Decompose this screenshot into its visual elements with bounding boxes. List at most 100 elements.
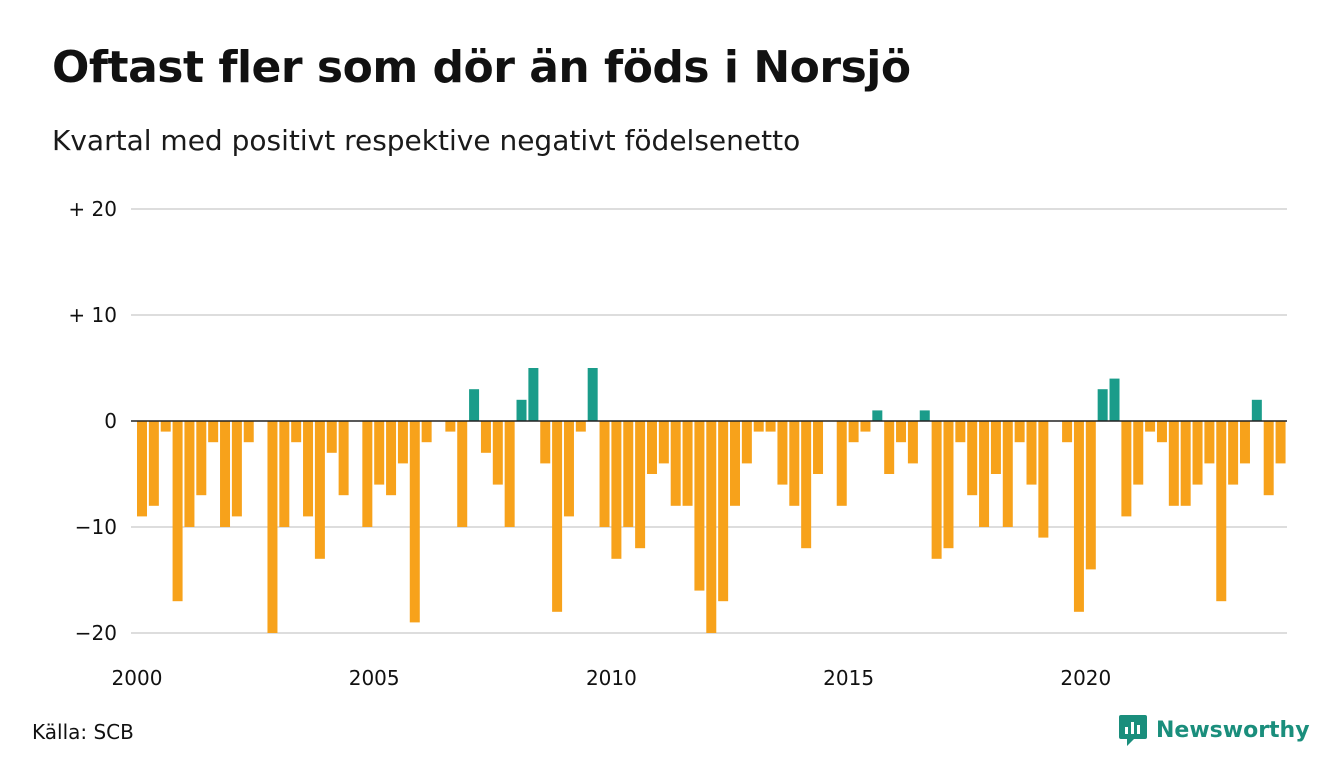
y-axis-labels: + 20 + 10 0 −10 −20 (68, 197, 117, 645)
bar-q51 (730, 421, 740, 506)
bar-q83 (1109, 378, 1120, 421)
bar-q57 (801, 421, 812, 549)
x-tick-label: 2000 (112, 666, 163, 690)
bar-q29 (469, 389, 480, 421)
brand-name: Newsworthy (1156, 717, 1310, 743)
bar-q28 (457, 421, 468, 527)
bar-q56 (789, 421, 800, 506)
bar-q27 (445, 421, 456, 432)
bar-q96 (1263, 421, 1274, 496)
bar-q74 (1002, 421, 1013, 527)
bar-q36 (552, 421, 563, 612)
bar-q6 (196, 421, 207, 496)
bar-q23 (397, 421, 408, 464)
bar-q42 (623, 421, 634, 527)
bar-q88 (1168, 421, 1179, 506)
bar-q17 (326, 421, 337, 453)
source-note: Källa: SCB (32, 720, 134, 744)
bar-q89 (1180, 421, 1191, 506)
bar-q90 (1192, 421, 1203, 485)
bar-q82 (1097, 389, 1108, 421)
bar-q33 (516, 399, 527, 421)
bar-q86 (1145, 421, 1156, 432)
bar-q67 (919, 410, 930, 421)
bar-q76 (1026, 421, 1037, 485)
bar-q91 (1204, 421, 1215, 464)
bar-q47 (682, 421, 693, 506)
bar-q43 (635, 421, 646, 549)
bar-q93 (1228, 421, 1239, 485)
bar-q46 (670, 421, 681, 506)
bar-q53 (753, 421, 764, 432)
bar-q34 (528, 368, 539, 421)
x-tick-label: 2020 (1060, 666, 1111, 690)
brand-logo: Newsworthy (1118, 712, 1310, 748)
bar-q41 (611, 421, 622, 559)
bar-q2 (148, 421, 159, 506)
bar-q60 (836, 421, 847, 506)
bar-q48 (694, 421, 705, 591)
bar-q95 (1251, 399, 1262, 421)
bar-q61 (848, 421, 859, 443)
bar-q9 (231, 421, 242, 517)
bar-q72 (979, 421, 990, 527)
bar-q31 (492, 421, 503, 485)
bar-q14 (291, 421, 302, 443)
bar-q50 (718, 421, 729, 602)
bar-q18 (338, 421, 349, 496)
bar-q55 (777, 421, 788, 485)
bar-q32 (504, 421, 515, 527)
bar-q22 (386, 421, 397, 496)
bar-q10 (243, 421, 254, 443)
x-tick-label: 2010 (586, 666, 637, 690)
bar-chart: + 20 + 10 0 −10 −20 2000 2005 2010 2015 2020 (68, 197, 1287, 690)
bar-q69 (943, 421, 954, 549)
bar-q79 (1062, 421, 1073, 443)
chart-subtitle: Kvartal med positivt respektive negativt… (52, 124, 801, 157)
bar-q12 (267, 421, 278, 633)
bar-q68 (931, 421, 942, 559)
bar-q44 (646, 421, 657, 474)
bar-q5 (184, 421, 195, 527)
bar-q71 (967, 421, 978, 496)
bar-q52 (741, 421, 752, 464)
bar-q1 (137, 421, 147, 517)
bar-q24 (409, 421, 420, 623)
bar-q80 (1073, 421, 1084, 612)
bar-q94 (1239, 421, 1250, 464)
newsworthy-logo-icon (1119, 715, 1147, 746)
y-tick-label: −10 (75, 515, 117, 539)
bar-q62 (860, 421, 871, 432)
bar-q39 (587, 368, 598, 421)
bar-q87 (1156, 421, 1167, 443)
bar-q15 (303, 421, 314, 517)
bar-q65 (896, 421, 907, 443)
bar-q66 (907, 421, 918, 464)
x-axis-labels: 2000 2005 2010 2015 2020 (112, 666, 1112, 690)
bar-q35 (540, 421, 551, 464)
bar-q30 (480, 421, 491, 453)
bar-q73 (990, 421, 1001, 474)
bar-q97 (1275, 421, 1286, 464)
bar-q54 (765, 421, 776, 432)
bar-q75 (1014, 421, 1025, 443)
chart-title: Oftast fler som dör än föds i Norsjö (52, 42, 911, 93)
bar-q58 (813, 421, 824, 474)
bar-q13 (279, 421, 290, 527)
bar-q40 (599, 421, 610, 527)
y-tick-label: + 20 (68, 197, 117, 221)
y-tick-label: −20 (75, 621, 117, 645)
bar-q25 (421, 421, 432, 443)
bars (137, 368, 1286, 633)
x-tick-label: 2015 (823, 666, 874, 690)
bar-q64 (884, 421, 895, 474)
bar-q49 (706, 421, 717, 633)
bar-q84 (1121, 421, 1132, 517)
bar-q8 (220, 421, 231, 527)
y-tick-label: 0 (104, 409, 117, 433)
x-tick-label: 2005 (349, 666, 400, 690)
bar-q63 (872, 410, 883, 421)
bar-q21 (374, 421, 385, 485)
bar-q37 (563, 421, 574, 517)
bar-q7 (208, 421, 219, 443)
